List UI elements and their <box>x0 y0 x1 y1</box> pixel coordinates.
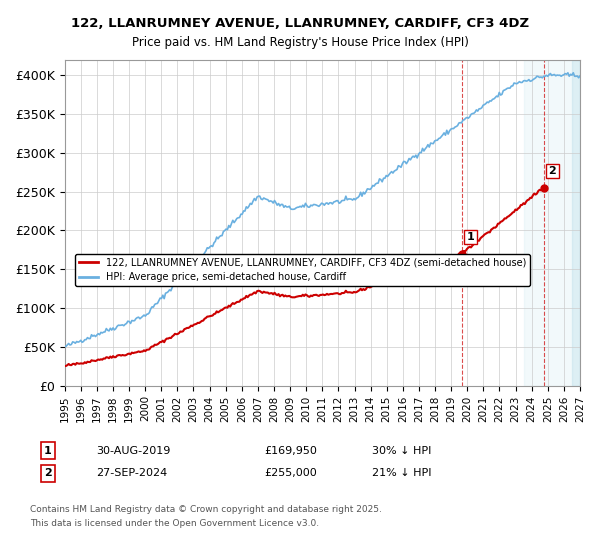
Bar <box>572 60 580 386</box>
Bar <box>524 60 580 386</box>
Text: 1: 1 <box>467 232 475 242</box>
Text: 1: 1 <box>44 446 52 456</box>
Text: 30% ↓ HPI: 30% ↓ HPI <box>372 446 431 456</box>
Text: 30-AUG-2019: 30-AUG-2019 <box>96 446 170 456</box>
Text: 122, LLANRUMNEY AVENUE, LLANRUMNEY, CARDIFF, CF3 4DZ: 122, LLANRUMNEY AVENUE, LLANRUMNEY, CARD… <box>71 17 529 30</box>
Text: Contains HM Land Registry data © Crown copyright and database right 2025.: Contains HM Land Registry data © Crown c… <box>30 505 382 514</box>
Legend: 122, LLANRUMNEY AVENUE, LLANRUMNEY, CARDIFF, CF3 4DZ (semi-detached house), HPI:: 122, LLANRUMNEY AVENUE, LLANRUMNEY, CARD… <box>74 254 530 286</box>
Text: 2: 2 <box>44 468 52 478</box>
Text: 2: 2 <box>548 166 556 176</box>
Text: £255,000: £255,000 <box>264 468 317 478</box>
Text: 27-SEP-2024: 27-SEP-2024 <box>96 468 167 478</box>
Text: Price paid vs. HM Land Registry's House Price Index (HPI): Price paid vs. HM Land Registry's House … <box>131 36 469 49</box>
Text: £169,950: £169,950 <box>264 446 317 456</box>
Text: 21% ↓ HPI: 21% ↓ HPI <box>372 468 431 478</box>
Text: This data is licensed under the Open Government Licence v3.0.: This data is licensed under the Open Gov… <box>30 519 319 528</box>
